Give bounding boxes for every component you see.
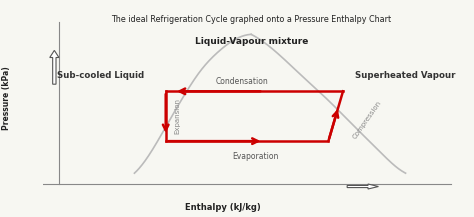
- Text: Evaporation: Evaporation: [232, 152, 279, 161]
- Text: Compression: Compression: [351, 100, 382, 140]
- Text: Condensation: Condensation: [216, 77, 268, 86]
- Text: The ideal Refrigeration Cycle graphed onto a Pressure Enthalpy Chart: The ideal Refrigeration Cycle graphed on…: [111, 15, 391, 24]
- Text: Liquid-Vapour mixture: Liquid-Vapour mixture: [194, 37, 308, 46]
- Text: Pressure (kPa): Pressure (kPa): [2, 66, 10, 130]
- Text: Superheated Vapour: Superheated Vapour: [356, 71, 456, 80]
- Text: Sub-cooled Liquid: Sub-cooled Liquid: [57, 71, 145, 80]
- Text: Enthalpy (kJ/kg): Enthalpy (kJ/kg): [185, 203, 261, 212]
- FancyArrow shape: [50, 50, 59, 84]
- Text: Expansion: Expansion: [174, 98, 180, 134]
- FancyArrow shape: [347, 184, 378, 189]
